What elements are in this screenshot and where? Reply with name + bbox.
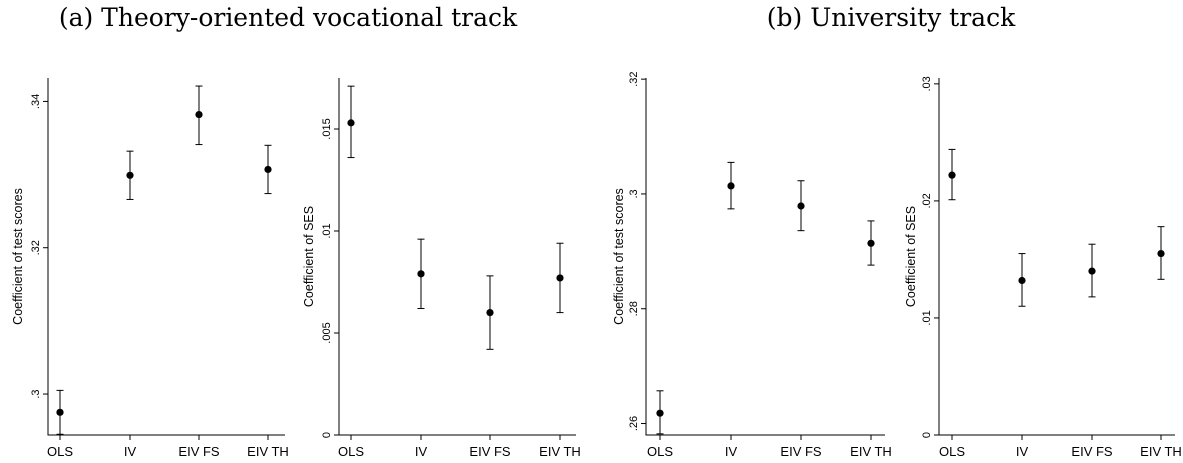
y-tick-label: .26 xyxy=(628,416,640,431)
y-tick-label: .28 xyxy=(628,301,640,316)
y-tick-label: .32 xyxy=(30,240,42,255)
x-tick-label: EIV FS xyxy=(1071,444,1113,459)
x-tick-label: IV xyxy=(124,444,137,459)
point-estimate xyxy=(195,110,203,119)
point-estimate xyxy=(126,171,134,179)
point-estimate xyxy=(948,171,956,179)
chart-2: 0 .005 .01 .015 Coefficient of SES OLS IV EIV F… xyxy=(302,78,581,459)
y-tick-label: .01 xyxy=(921,310,933,325)
y-tick-label: .3 xyxy=(30,389,42,398)
y-tick-label: .015 xyxy=(321,118,333,139)
point-estimate xyxy=(727,182,735,190)
x-tick-label: OLS xyxy=(338,444,364,459)
y-axis-label: Coefficient of SES xyxy=(302,206,316,307)
point-estimate xyxy=(867,239,875,247)
x-tick-label: EIV FS xyxy=(178,444,220,459)
y-tick-label: 0 xyxy=(921,432,933,438)
point-estimate xyxy=(797,202,805,210)
x-tick-label: EIV FS xyxy=(780,444,822,459)
y-tick-label: .32 xyxy=(628,71,640,86)
y-axis-label: Coefficient of test scores xyxy=(11,188,25,325)
chart-3: .26 .28 .3 .32 Coefficient of test scores OLS… xyxy=(612,71,892,459)
x-tick-label: OLS xyxy=(939,444,965,459)
x-tick-label: OLS xyxy=(47,444,73,459)
point-estimate xyxy=(1157,249,1165,258)
y-tick-label: .02 xyxy=(921,193,933,208)
point-estimate xyxy=(1018,276,1026,285)
y-axis-label: Coefficient of test scores xyxy=(612,188,626,325)
y-tick-label: .005 xyxy=(321,322,333,343)
point-estimate xyxy=(56,408,64,416)
point-estimate xyxy=(264,165,272,174)
y-tick-label: 0 xyxy=(321,432,333,438)
x-tick-label: IV xyxy=(415,444,428,459)
panel-b-title: (b) University track xyxy=(767,3,1016,32)
x-tick-label: EIV TH xyxy=(539,444,581,459)
point-estimate xyxy=(656,409,664,417)
x-tick-label: IV xyxy=(725,444,738,459)
point-estimate xyxy=(486,309,494,317)
point-estimate xyxy=(556,274,564,282)
chart-1: .3 .32 .34 Coefficient of test scores OLS IV E… xyxy=(11,78,289,459)
y-tick-label: .34 xyxy=(30,94,42,109)
x-tick-label: IV xyxy=(1016,444,1029,459)
y-tick-label: .01 xyxy=(321,223,333,238)
point-estimate xyxy=(417,270,425,278)
y-tick-label: .03 xyxy=(921,76,933,91)
x-tick-label: EIV TH xyxy=(247,444,289,459)
x-tick-label: EIV FS xyxy=(469,444,511,459)
point-estimate xyxy=(1088,267,1096,275)
chart-4: 0 .01 .02 .03 Coefficient of SES OLS IV EIV FS E… xyxy=(904,76,1182,459)
y-axis-label: Coefficient of SES xyxy=(904,206,918,307)
y-tick-label: .3 xyxy=(628,189,640,198)
point-estimate xyxy=(347,119,355,127)
x-tick-label: EIV TH xyxy=(850,444,892,459)
charts-group: .3 .32 .34 Coefficient of test scores OLS IV E… xyxy=(11,71,1182,459)
panel-a-title: (a) Theory-oriented vocational track xyxy=(59,3,518,32)
x-tick-label: EIV TH xyxy=(1140,444,1182,459)
x-tick-label: OLS xyxy=(647,444,673,459)
